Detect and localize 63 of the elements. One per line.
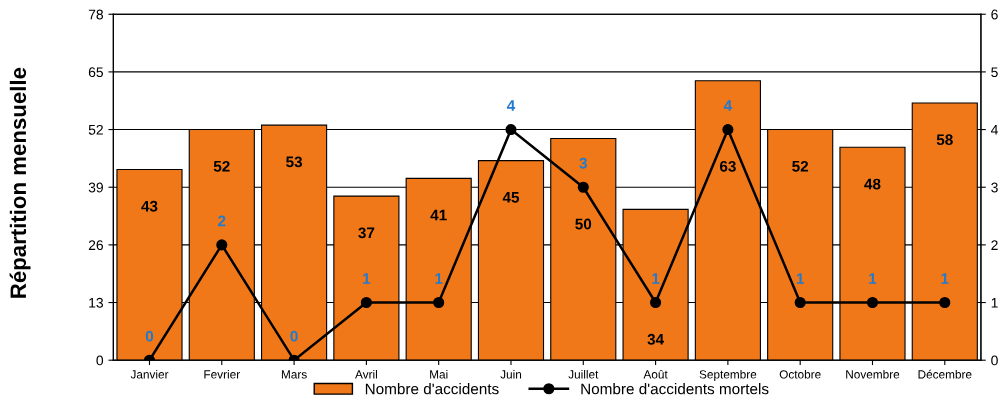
y-axis-title: Répartition mensuelle — [9, 67, 31, 298]
x-tick-label: Juin — [500, 369, 522, 379]
x-tick-label: Fevrier — [204, 369, 240, 379]
y-tick-label: 52 — [88, 124, 103, 135]
point — [577, 181, 589, 193]
data-label: 0 — [290, 330, 298, 342]
data-label: 1 — [363, 273, 371, 284]
y-tick-label: 78 — [88, 9, 104, 20]
point — [216, 239, 228, 251]
data-label: 53 — [286, 156, 303, 168]
data-label: 34 — [647, 333, 664, 345]
data-label: 52 — [792, 160, 809, 172]
data-label: 41 — [430, 209, 447, 221]
data-label: 0 — [145, 330, 154, 342]
data-label: 1 — [869, 273, 877, 284]
data-label: 1 — [941, 273, 949, 284]
data-label: 1 — [652, 273, 660, 284]
x-tick-label: Septembre — [699, 369, 757, 381]
data-label: 58 — [936, 134, 953, 146]
point — [650, 296, 662, 309]
x-tick-label: Avril — [355, 369, 377, 379]
data-label: 45 — [502, 192, 520, 203]
data-label: 52 — [213, 160, 230, 172]
x-tick-label: Juillet — [568, 369, 599, 379]
y-tick-label: 0 — [96, 355, 104, 366]
point — [360, 296, 372, 309]
data-label: 37 — [358, 227, 375, 239]
x-tick-label: Décembre — [918, 369, 972, 379]
data-label: 63 — [719, 160, 736, 172]
point — [794, 296, 806, 309]
x-tick-label: Mars — [281, 370, 307, 379]
y2-tick-label: 5 — [991, 67, 998, 78]
y-tick-label: 26 — [88, 240, 104, 251]
y2-tick-label: 1 — [991, 298, 998, 308]
x-tick-label: Août — [643, 369, 668, 379]
point — [722, 124, 734, 136]
x-tick-label: Novembre — [846, 369, 900, 379]
point — [939, 296, 951, 309]
y2-tick-label: 2 — [991, 240, 998, 250]
point — [433, 296, 445, 309]
data-label: 43 — [141, 200, 158, 212]
y-tick-label: 13 — [89, 297, 104, 308]
y2-tick-label: 3 — [991, 182, 998, 193]
data-label: 3 — [579, 157, 587, 169]
point — [505, 124, 517, 136]
x-tick-label: Mai — [430, 369, 448, 379]
y2-tick-label: 6 — [991, 9, 998, 20]
legend-label: Nombre d'accidents mortels — [581, 383, 769, 395]
data-label: 1 — [796, 273, 805, 284]
data-label: 48 — [864, 178, 881, 190]
x-tick-label: Janvier — [130, 369, 169, 379]
data-label: 1 — [435, 273, 443, 284]
point — [866, 296, 879, 309]
data-label: 2 — [218, 215, 226, 227]
y-tick-label: 39 — [88, 182, 103, 193]
data-label: 50 — [575, 218, 592, 230]
y2-tick-label: 4 — [990, 125, 998, 135]
data-label: 4 — [506, 100, 516, 111]
x-tick-label: Octobre — [779, 369, 821, 379]
data-label: 4 — [723, 100, 733, 111]
legend-label: Nombre d'accidents — [365, 383, 499, 395]
y2-tick-label: 0 — [991, 355, 998, 366]
y-tick-label: 65 — [88, 67, 104, 78]
